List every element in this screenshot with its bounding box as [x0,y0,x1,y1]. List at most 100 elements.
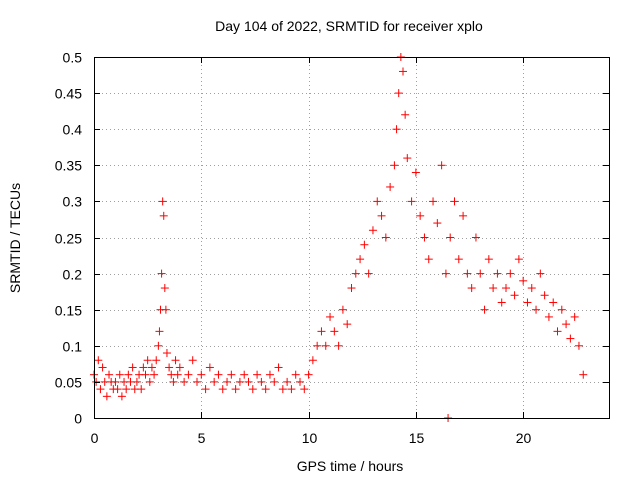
data-point [173,370,182,379]
data-point [450,197,459,206]
data-point [117,392,126,401]
y-tick-label: 0.2 [63,267,83,283]
data-point [102,392,111,401]
data-point [476,269,485,278]
data-point [497,298,506,307]
data-point [514,255,523,264]
data-point [145,377,154,386]
y-tick-label: 0.35 [55,158,82,174]
data-point [287,385,296,394]
data-point [157,269,166,278]
data-point [201,385,210,394]
data-point [227,370,236,379]
data-point [111,377,120,386]
data-point [433,219,442,228]
data-point [205,363,214,372]
data-point [502,284,510,293]
axis-ticks [94,57,609,419]
data-point [392,125,401,134]
y-tick-label: 0 [74,411,82,427]
data-point [154,341,163,350]
data-point [540,291,549,300]
x-tick-label: 0 [91,430,99,446]
data-point [570,312,579,321]
data-point [373,197,382,206]
y-axis-label: SRMTID / TECUs [7,183,23,293]
data-point [420,233,429,242]
data-point [158,197,167,206]
data-point [171,356,180,365]
data-point [536,269,545,278]
x-tick-label: 20 [516,430,532,446]
data-point [188,356,197,365]
data-point [152,356,161,365]
data-point [416,211,425,220]
data-point [223,377,232,386]
data-point [338,305,347,314]
data-point [115,370,124,379]
data-point [574,341,583,350]
data-point [147,363,156,372]
data-point [162,349,171,358]
data-point [471,233,480,242]
data-point [296,377,304,386]
chart-title: Day 104 of 2022, SRMTID for receiver xpl… [215,18,483,34]
data-point [96,385,105,394]
data-point [253,370,262,379]
y-tick-label: 0.25 [55,231,82,247]
data-point [161,305,170,314]
data-point [523,298,532,307]
data-point [244,377,253,386]
data-point [231,385,240,394]
y-tick-label: 0.1 [63,339,83,355]
data-point [98,363,107,372]
data-point [459,211,468,220]
data-point [94,356,103,365]
y-tick-labels: 0 0.05 0.1 0.15 0.2 0.25 0.3 0.35 0.4 0.45 0.5 [55,50,82,427]
plot-frame [94,57,610,419]
data-point [139,363,148,372]
y-tick-label: 0.45 [55,86,82,102]
data-point [193,377,201,386]
data-point [399,67,407,76]
data-point [113,385,122,394]
data-point [214,370,223,379]
data-point [261,385,270,394]
data-point [407,197,416,206]
data-point [210,377,219,386]
data-point [141,370,150,379]
data-point [364,269,373,278]
y-tick-label: 0.15 [55,303,82,319]
data-point [403,154,412,163]
data-point [218,385,227,394]
data-point [326,312,335,321]
data-point [579,370,588,379]
data-point [566,334,575,343]
data-point [557,305,566,314]
data-point [334,341,343,350]
data-point [124,370,133,379]
x-axis-label: GPS time / hours [297,458,404,474]
data-point [143,356,152,365]
data-point [197,370,206,379]
data-point [429,197,438,206]
data-point [165,363,174,372]
data-point [278,385,287,394]
data-point [553,327,562,336]
data-point [446,233,455,242]
data-point [150,370,159,379]
data-point [184,370,193,379]
data-point [160,284,169,293]
y-tick-label: 0.3 [63,194,83,210]
data-point [283,377,292,386]
data-point [401,110,410,119]
data-point [454,255,463,264]
data-point [519,276,528,285]
data-point [544,312,553,321]
data-point [169,377,178,386]
data-point [394,89,403,98]
grid-lines [94,57,609,418]
data-point [313,341,322,350]
data-point [368,226,377,235]
data-point [386,182,395,191]
